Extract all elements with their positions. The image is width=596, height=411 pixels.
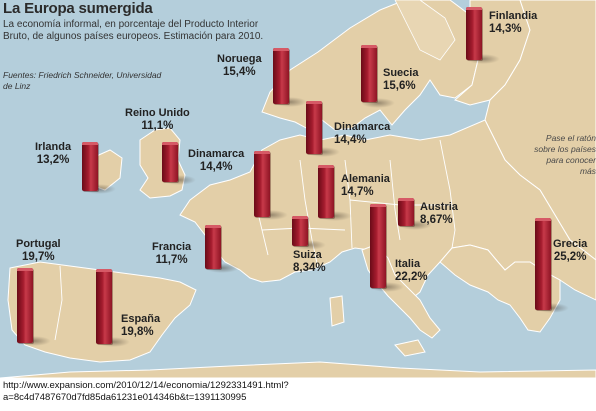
bar-shadow [292, 240, 326, 250]
label-dinamarca-north[interactable]: Dinamarca 14,4% [334, 121, 390, 147]
country-name: Finlandia [489, 10, 538, 22]
bar-irlanda[interactable] [82, 142, 98, 191]
map-title: La Europa sumergida [3, 0, 153, 17]
label-italia[interactable]: Italia 22,2% [395, 258, 428, 284]
bar-dinamarca-north[interactable] [306, 101, 322, 154]
bar-shadow [96, 337, 130, 347]
country-name: España [121, 313, 161, 325]
country-value: 14,4% [199, 161, 233, 173]
country-name: Reino Unido [125, 107, 190, 119]
country-value: 13,2% [36, 154, 70, 166]
country-value: 8,67% [420, 214, 453, 226]
label-suiza[interactable]: Suiza 8,34% [293, 249, 326, 275]
label-irlanda[interactable]: Irlanda 13,2% [35, 141, 71, 167]
label-espana[interactable]: España 19,8% [121, 313, 160, 339]
map-source: Fuentes: Friedrich Schneider, Universida… [3, 70, 162, 91]
country-value: 22,2% [395, 271, 428, 283]
country-name: Italia [395, 258, 421, 270]
label-alemania[interactable]: Alemania 14,7% [341, 173, 390, 199]
country-value: 25,2% [553, 251, 587, 263]
bar-shadow [535, 303, 569, 313]
label-reino-unido[interactable]: Reino Unido 11,1% [125, 107, 190, 133]
country-value: 11,1% [141, 120, 174, 132]
map-area: La Europa sumergida La economía informal… [0, 0, 596, 378]
label-austria[interactable]: Austria 8,67% [420, 201, 458, 227]
scandinavia-north [394, 0, 456, 61]
bar-shadow [162, 175, 196, 185]
bar-suiza[interactable] [292, 216, 308, 246]
sicily [394, 339, 426, 357]
bar-noruega[interactable] [273, 48, 289, 104]
bar-portugal[interactable] [17, 268, 33, 343]
country-name: Alemania [341, 173, 390, 185]
bar-grecia[interactable] [535, 218, 551, 310]
country-name: Francia [152, 241, 192, 253]
country-name: Suecia [383, 67, 419, 79]
bar-shadow [361, 98, 395, 108]
source-url-line-1: http://www.expansion.com/2010/12/14/econ… [3, 380, 289, 391]
bar-suecia[interactable] [361, 45, 377, 102]
country-name: Irlanda [35, 141, 72, 153]
label-francia[interactable]: Francia 11,7% [152, 241, 191, 267]
source-url-line-2: a=8c4d7487670d7fd85da61231e014346b&t=139… [3, 392, 247, 403]
bar-dinamarca-second[interactable] [254, 151, 270, 217]
bar-shadow [318, 211, 352, 221]
label-dinamarca-second[interactable]: Dinamarca 14,4% [188, 148, 244, 174]
country-name: Grecia [553, 238, 588, 250]
country-name: Dinamarca [188, 148, 245, 160]
bar-shadow [398, 220, 432, 230]
bar-italia[interactable] [370, 204, 386, 288]
bar-austria[interactable] [398, 198, 414, 226]
country-name: Austria [420, 201, 458, 213]
label-noruega[interactable]: Noruega 15,4% [217, 53, 262, 79]
bar-shadow [306, 147, 340, 157]
label-portugal[interactable]: Portugal 19,7% [16, 238, 61, 264]
country-value: 14,4% [334, 134, 367, 146]
label-suecia[interactable]: Suecia 15,6% [383, 67, 418, 93]
bar-reino-unido[interactable] [162, 142, 178, 182]
bar-francia[interactable] [205, 225, 221, 269]
sardinia [329, 295, 345, 327]
map-subtitle: La economía informal, en porcentaje del … [3, 19, 264, 42]
country-value: 11,7% [155, 254, 188, 266]
hover-hint: Pase el ratón sobre los países para cono… [534, 133, 596, 176]
bar-shadow [370, 282, 404, 292]
bar-shadow [17, 336, 51, 346]
bar-alemania[interactable] [318, 165, 334, 218]
bar-shadow [466, 54, 500, 64]
north-africa [0, 361, 596, 378]
bar-espana[interactable] [96, 269, 112, 344]
bar-shadow [205, 263, 239, 273]
label-finlandia[interactable]: Finlandia 14,3% [489, 10, 537, 36]
country-name: Noruega [217, 53, 262, 65]
country-name: Dinamarca [334, 121, 391, 133]
bar-finlandia[interactable] [466, 7, 482, 60]
balkans [439, 244, 561, 333]
country-name: Suiza [293, 249, 322, 261]
bar-shadow [254, 210, 288, 220]
country-value: 15,4% [223, 66, 256, 78]
label-grecia[interactable]: Grecia 25,2% [553, 238, 587, 264]
country-value: 19,7% [22, 251, 55, 263]
country-value: 14,7% [341, 186, 374, 198]
country-value: 8,34% [293, 262, 326, 274]
country-value: 15,6% [383, 80, 416, 92]
country-value: 14,3% [489, 23, 522, 35]
bar-shadow [82, 184, 116, 194]
source-url: http://www.expansion.com/2010/12/14/econ… [3, 380, 289, 404]
country-value: 19,8% [121, 326, 154, 338]
country-name: Portugal [16, 238, 61, 250]
bar-shadow [273, 97, 307, 107]
